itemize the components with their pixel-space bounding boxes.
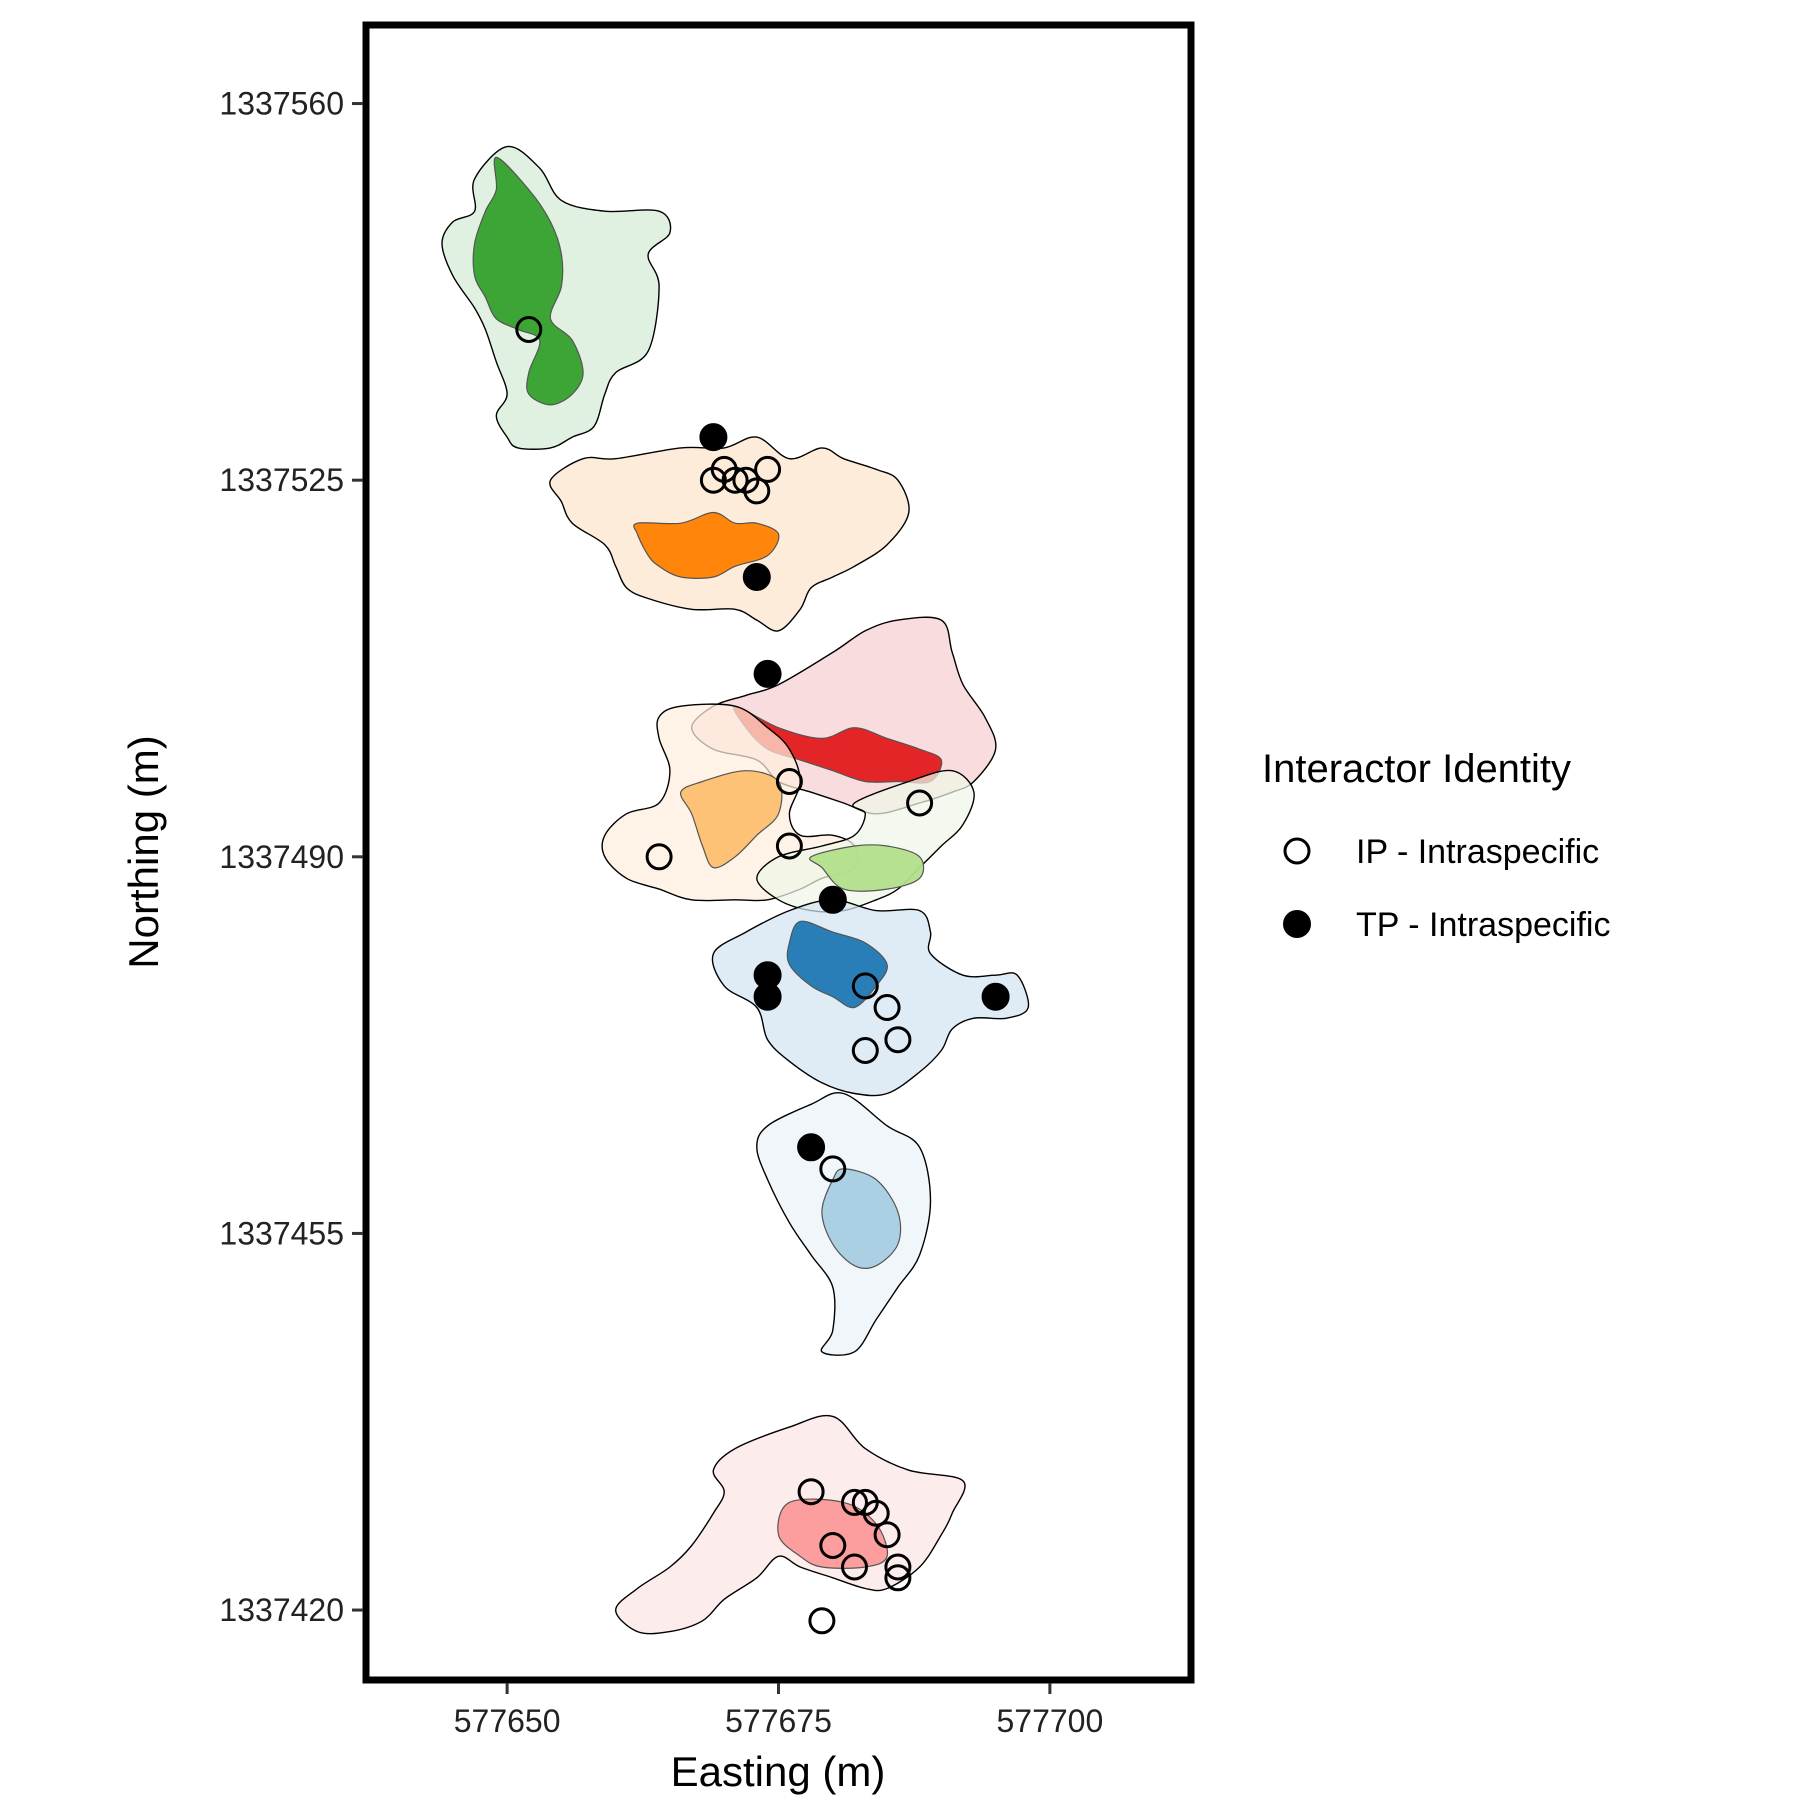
point-tp-intraspecific <box>742 563 771 591</box>
legend: Interactor Identity IP - Intraspecific T… <box>1262 747 1610 944</box>
y-tick-label: 1337420 <box>219 1592 344 1628</box>
x-axis: 577650 577675 577700 <box>454 1683 1103 1739</box>
point-tp-intraspecific <box>818 885 847 914</box>
point-tp-intraspecific <box>753 659 782 688</box>
home-range-core-blue <box>786 920 888 1009</box>
point-ip-intraspecific <box>873 994 901 1021</box>
point-ip-intraspecific <box>775 832 803 860</box>
home-range-core-green <box>472 156 584 406</box>
point-ip-intraspecific <box>841 1553 868 1581</box>
point-ip-intraspecific <box>884 1026 912 1054</box>
legend-key-ip-intraspecific <box>1283 837 1311 865</box>
point-ip-intraspecific <box>906 789 934 817</box>
point-ip-intraspecific <box>884 1564 912 1592</box>
home-range-core-light-blue <box>821 1168 902 1269</box>
legend-label-ip-intraspecific: IP - Intraspecific <box>1356 833 1599 871</box>
point-ip-intraspecific <box>841 1488 868 1516</box>
y-axis: 1337420 1337455 1337490 1337525 1337560 <box>219 86 363 1628</box>
point-ip-intraspecific <box>819 1532 847 1559</box>
y-axis-title: Northing (m) <box>120 735 167 968</box>
x-tick-label: 577650 <box>454 1703 561 1739</box>
legend-key-tp-intraspecific <box>1283 910 1311 938</box>
point-ip-intraspecific <box>754 455 782 483</box>
legend-title: Interactor Identity <box>1262 747 1571 791</box>
point-ip-intraspecific <box>515 316 543 343</box>
point-ip-intraspecific <box>721 466 749 494</box>
point-ip-intraspecific <box>797 1478 825 1506</box>
home-range-core-light-orange <box>680 770 783 869</box>
plot-area <box>362 21 1195 1684</box>
y-tick-label: 1337490 <box>219 839 344 875</box>
point-ip-intraspecific <box>873 1521 901 1549</box>
point-ip-intraspecific <box>851 1037 879 1064</box>
point-tp-intraspecific <box>981 982 1010 1011</box>
y-tick-label: 1337455 <box>219 1215 344 1251</box>
x-tick-label: 577675 <box>725 1703 832 1739</box>
home-range-core-orange <box>633 511 780 579</box>
points-layer <box>515 316 1010 1635</box>
point-ip-intraspecific <box>851 972 879 1000</box>
point-ip-intraspecific <box>884 1553 912 1581</box>
point-ip-intraspecific <box>808 1607 836 1635</box>
point-tp-intraspecific <box>753 982 782 1011</box>
panel-border <box>362 21 1195 1684</box>
y-tick-label: 1337525 <box>219 462 344 498</box>
point-tp-intraspecific <box>699 423 728 452</box>
home-range-core-light-green <box>809 844 925 892</box>
point-tp-intraspecific <box>797 1133 826 1162</box>
x-tick-label: 577700 <box>996 1703 1103 1739</box>
y-tick-label: 1337560 <box>219 86 344 122</box>
x-axis-title: Easting (m) <box>671 1748 886 1795</box>
legend-label-tp-intraspecific: TP - Intraspecific <box>1356 906 1610 944</box>
point-ip-intraspecific <box>775 768 803 795</box>
point-ip-intraspecific <box>862 1499 890 1527</box>
point-ip-intraspecific <box>645 843 673 871</box>
point-ip-intraspecific <box>743 477 771 505</box>
point-ip-intraspecific <box>819 1155 847 1183</box>
